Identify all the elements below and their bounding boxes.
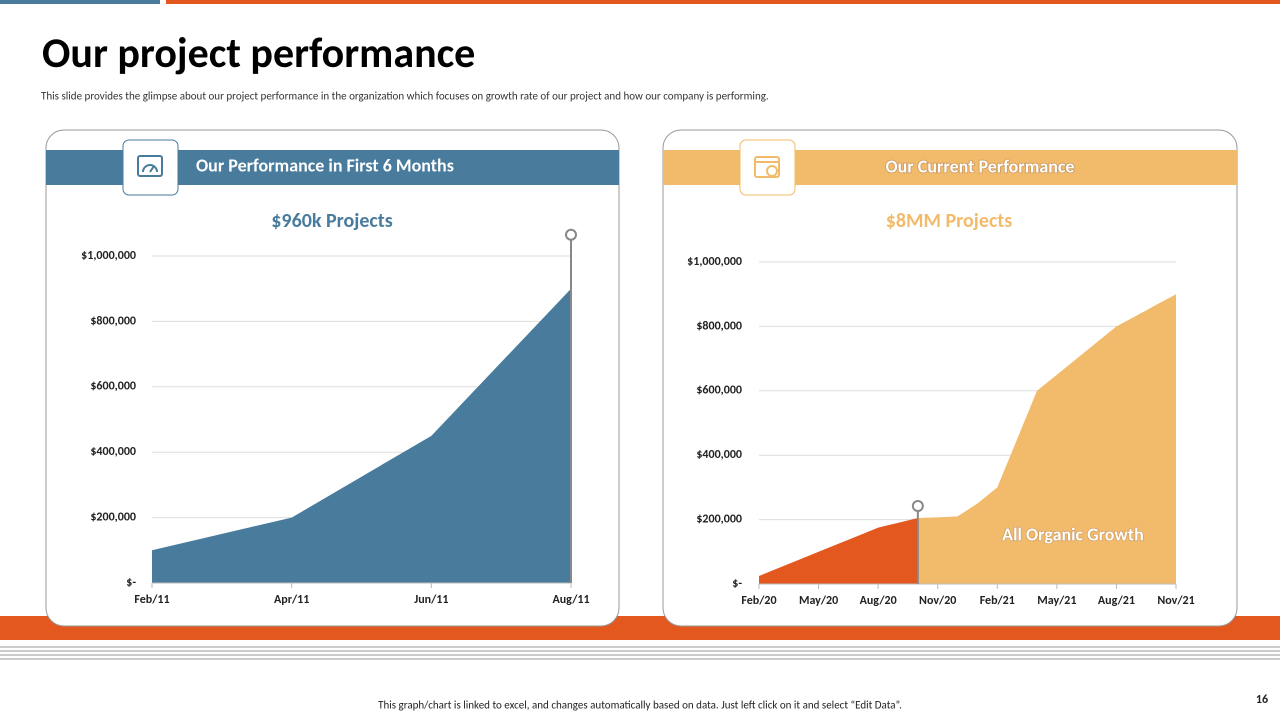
y-tick-label: $400,000: [90, 445, 136, 459]
x-tick-label: Apr/11: [274, 593, 309, 607]
card-header-text: Our Current Performance: [886, 155, 1075, 177]
chart-title: $960k Projects: [271, 209, 392, 233]
x-tick-label: Aug/11: [552, 593, 589, 607]
x-tick-label: Feb/21: [980, 594, 1015, 608]
y-tick-label: $600,000: [90, 380, 136, 394]
annotation: All Organic Growth: [1002, 523, 1144, 545]
x-tick-label: Nov/20: [919, 594, 956, 608]
page-number: 16: [1256, 693, 1268, 707]
icon: [137, 155, 163, 177]
y-tick-label: $600,000: [696, 384, 742, 398]
y-tick-label: $-: [732, 577, 742, 591]
chart: $- $200,000 $400,000 $600,000 $800,000 $1,000…: [81, 228, 590, 607]
card-header-text: Our Performance in First 6 Months: [196, 154, 454, 176]
y-tick-label: $800,000: [90, 314, 136, 328]
y-tick-label: $1,000,000: [81, 249, 136, 263]
x-tick-label: Jun/11: [414, 593, 448, 607]
x-tick-label: May/20: [799, 594, 838, 608]
y-tick-label: $-: [126, 576, 136, 590]
x-tick-label: Nov/21: [1157, 594, 1194, 608]
area: [152, 288, 571, 583]
slide-title: Our project performance: [42, 28, 475, 79]
x-tick-label: Feb/20: [741, 594, 776, 608]
footer-note: This graph/chart is linked to excel, and…: [378, 699, 902, 712]
bottom-lines: [0, 646, 1280, 660]
slide-subtitle: This slide provides the glimpse about ou…: [41, 90, 769, 103]
x-tick-label: May/21: [1037, 594, 1076, 608]
x-tick-label: Feb/11: [134, 593, 169, 607]
y-tick-label: $200,000: [90, 511, 136, 525]
y-tick-label: $1,000,000: [687, 255, 742, 269]
y-tick-label: $400,000: [696, 448, 742, 462]
area: [917, 294, 1176, 584]
area: [759, 517, 918, 584]
icon-box: [122, 139, 179, 196]
chart: $- $200,000 $400,000 $600,000 $800,000 $1,000…: [687, 255, 1195, 608]
x-tick-label: Aug/21: [1098, 594, 1135, 608]
icon: [754, 156, 780, 178]
y-tick-label: $200,000: [696, 513, 742, 527]
chart-title: $8MM Projects: [886, 209, 1012, 233]
pin-head: [911, 499, 924, 512]
x-tick-label: Aug/20: [860, 594, 897, 608]
top-bar-blue: [0, 0, 160, 4]
y-tick-label: $800,000: [696, 319, 742, 333]
top-bar-orange: [166, 0, 1280, 4]
pin-head: [565, 228, 577, 241]
